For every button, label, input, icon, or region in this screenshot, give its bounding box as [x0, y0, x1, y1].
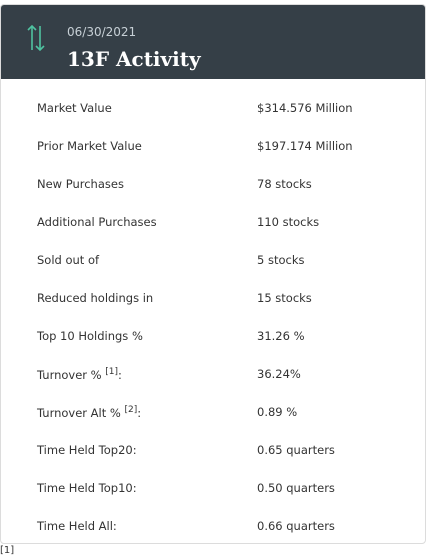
row-label-cell: Sold out of [37, 253, 99, 267]
activity-card: 06/30/2021 13F Activity Market Value $314… [0, 4, 426, 544]
row-label: Market Value [37, 101, 112, 115]
row-label-cell: Market Value [37, 101, 112, 115]
row-label-cell: New Purchases [37, 177, 124, 191]
row-value: 0.65 quarters [257, 443, 335, 457]
table-row: Turnover % [1]: 36.24% [1, 367, 425, 387]
row-label: Additional Purchases [37, 215, 157, 229]
footnote: [1] [0, 545, 15, 556]
row-label: Time Held All: [37, 519, 117, 533]
row-label: Prior Market Value [37, 139, 142, 153]
label-suffix: : [118, 368, 122, 382]
footnote-ref: [2] [124, 405, 138, 415]
row-label-cell: Top 10 Holdings % [37, 329, 143, 343]
row-label-cell: Turnover Alt % [2]: [37, 405, 141, 420]
row-label: Turnover Alt % [37, 406, 121, 420]
table-row: New Purchases 78 stocks [1, 177, 425, 197]
label-suffix: : [137, 406, 142, 420]
row-value: 36.24% [257, 367, 301, 381]
row-label-cell: Additional Purchases [37, 215, 157, 229]
row-label: Sold out of [37, 253, 100, 267]
row-value: 31.26 % [257, 329, 305, 343]
row-label: Turnover % [37, 368, 102, 382]
row-label: Top 10 Holdings % [37, 329, 143, 343]
row-label: New Purchases [37, 177, 124, 191]
row-label-cell: Prior Market Value [37, 139, 142, 153]
table-row: Turnover Alt % [2]: 0.89 % [1, 405, 425, 425]
row-value: $314.576 Million [257, 101, 353, 115]
row-label-cell: Time Held Top20: [37, 443, 137, 457]
table-row: Time Held Top10: 0.50 quarters [1, 481, 425, 501]
footnote-ref: [1] [105, 367, 119, 377]
table-row: Sold out of 5 stocks [1, 253, 425, 273]
row-label-cell: Time Held Top10: [37, 481, 137, 495]
icon [27, 24, 45, 52]
date: 06/30/2021 [67, 25, 137, 39]
row-value: 0.66 quarters [257, 519, 335, 533]
row-label-cell: Reduced holdings in [37, 291, 153, 305]
table-row: Time Held All: 0.66 quarters [1, 519, 425, 539]
row-label: Reduced holdings in [37, 291, 154, 305]
table-row: Top 10 Holdings % 31.26 % [1, 329, 425, 349]
table-row: Time Held Top20: 0.65 quarters [1, 443, 425, 463]
table-row: Additional Purchases 110 stocks [1, 215, 425, 235]
row-value: 0.89 % [257, 405, 298, 419]
row-label: Time Held Top10: [37, 481, 137, 495]
title: 13F Activity [67, 47, 201, 71]
row-value: $197.174 Million [257, 139, 353, 153]
row-label-cell: Turnover % [1]: [37, 367, 122, 382]
card-header: 06/30/2021 13F Activity [1, 5, 425, 79]
row-value: 0.50 quarters [257, 481, 335, 495]
row-label: Time Held Top20: [37, 443, 137, 457]
row-value: 5 stocks [257, 253, 305, 267]
table-row: Reduced holdings in 15 stocks [1, 291, 425, 311]
table-row: Prior Market Value $197.174 Million [1, 139, 425, 159]
row-value: 78 stocks [257, 177, 312, 191]
row-label-cell: Time Held All: [37, 519, 117, 533]
row-value: 110 stocks [257, 215, 320, 229]
row-value: 15 stocks [257, 291, 312, 305]
table-row: Market Value $314.576 Million [1, 101, 425, 121]
